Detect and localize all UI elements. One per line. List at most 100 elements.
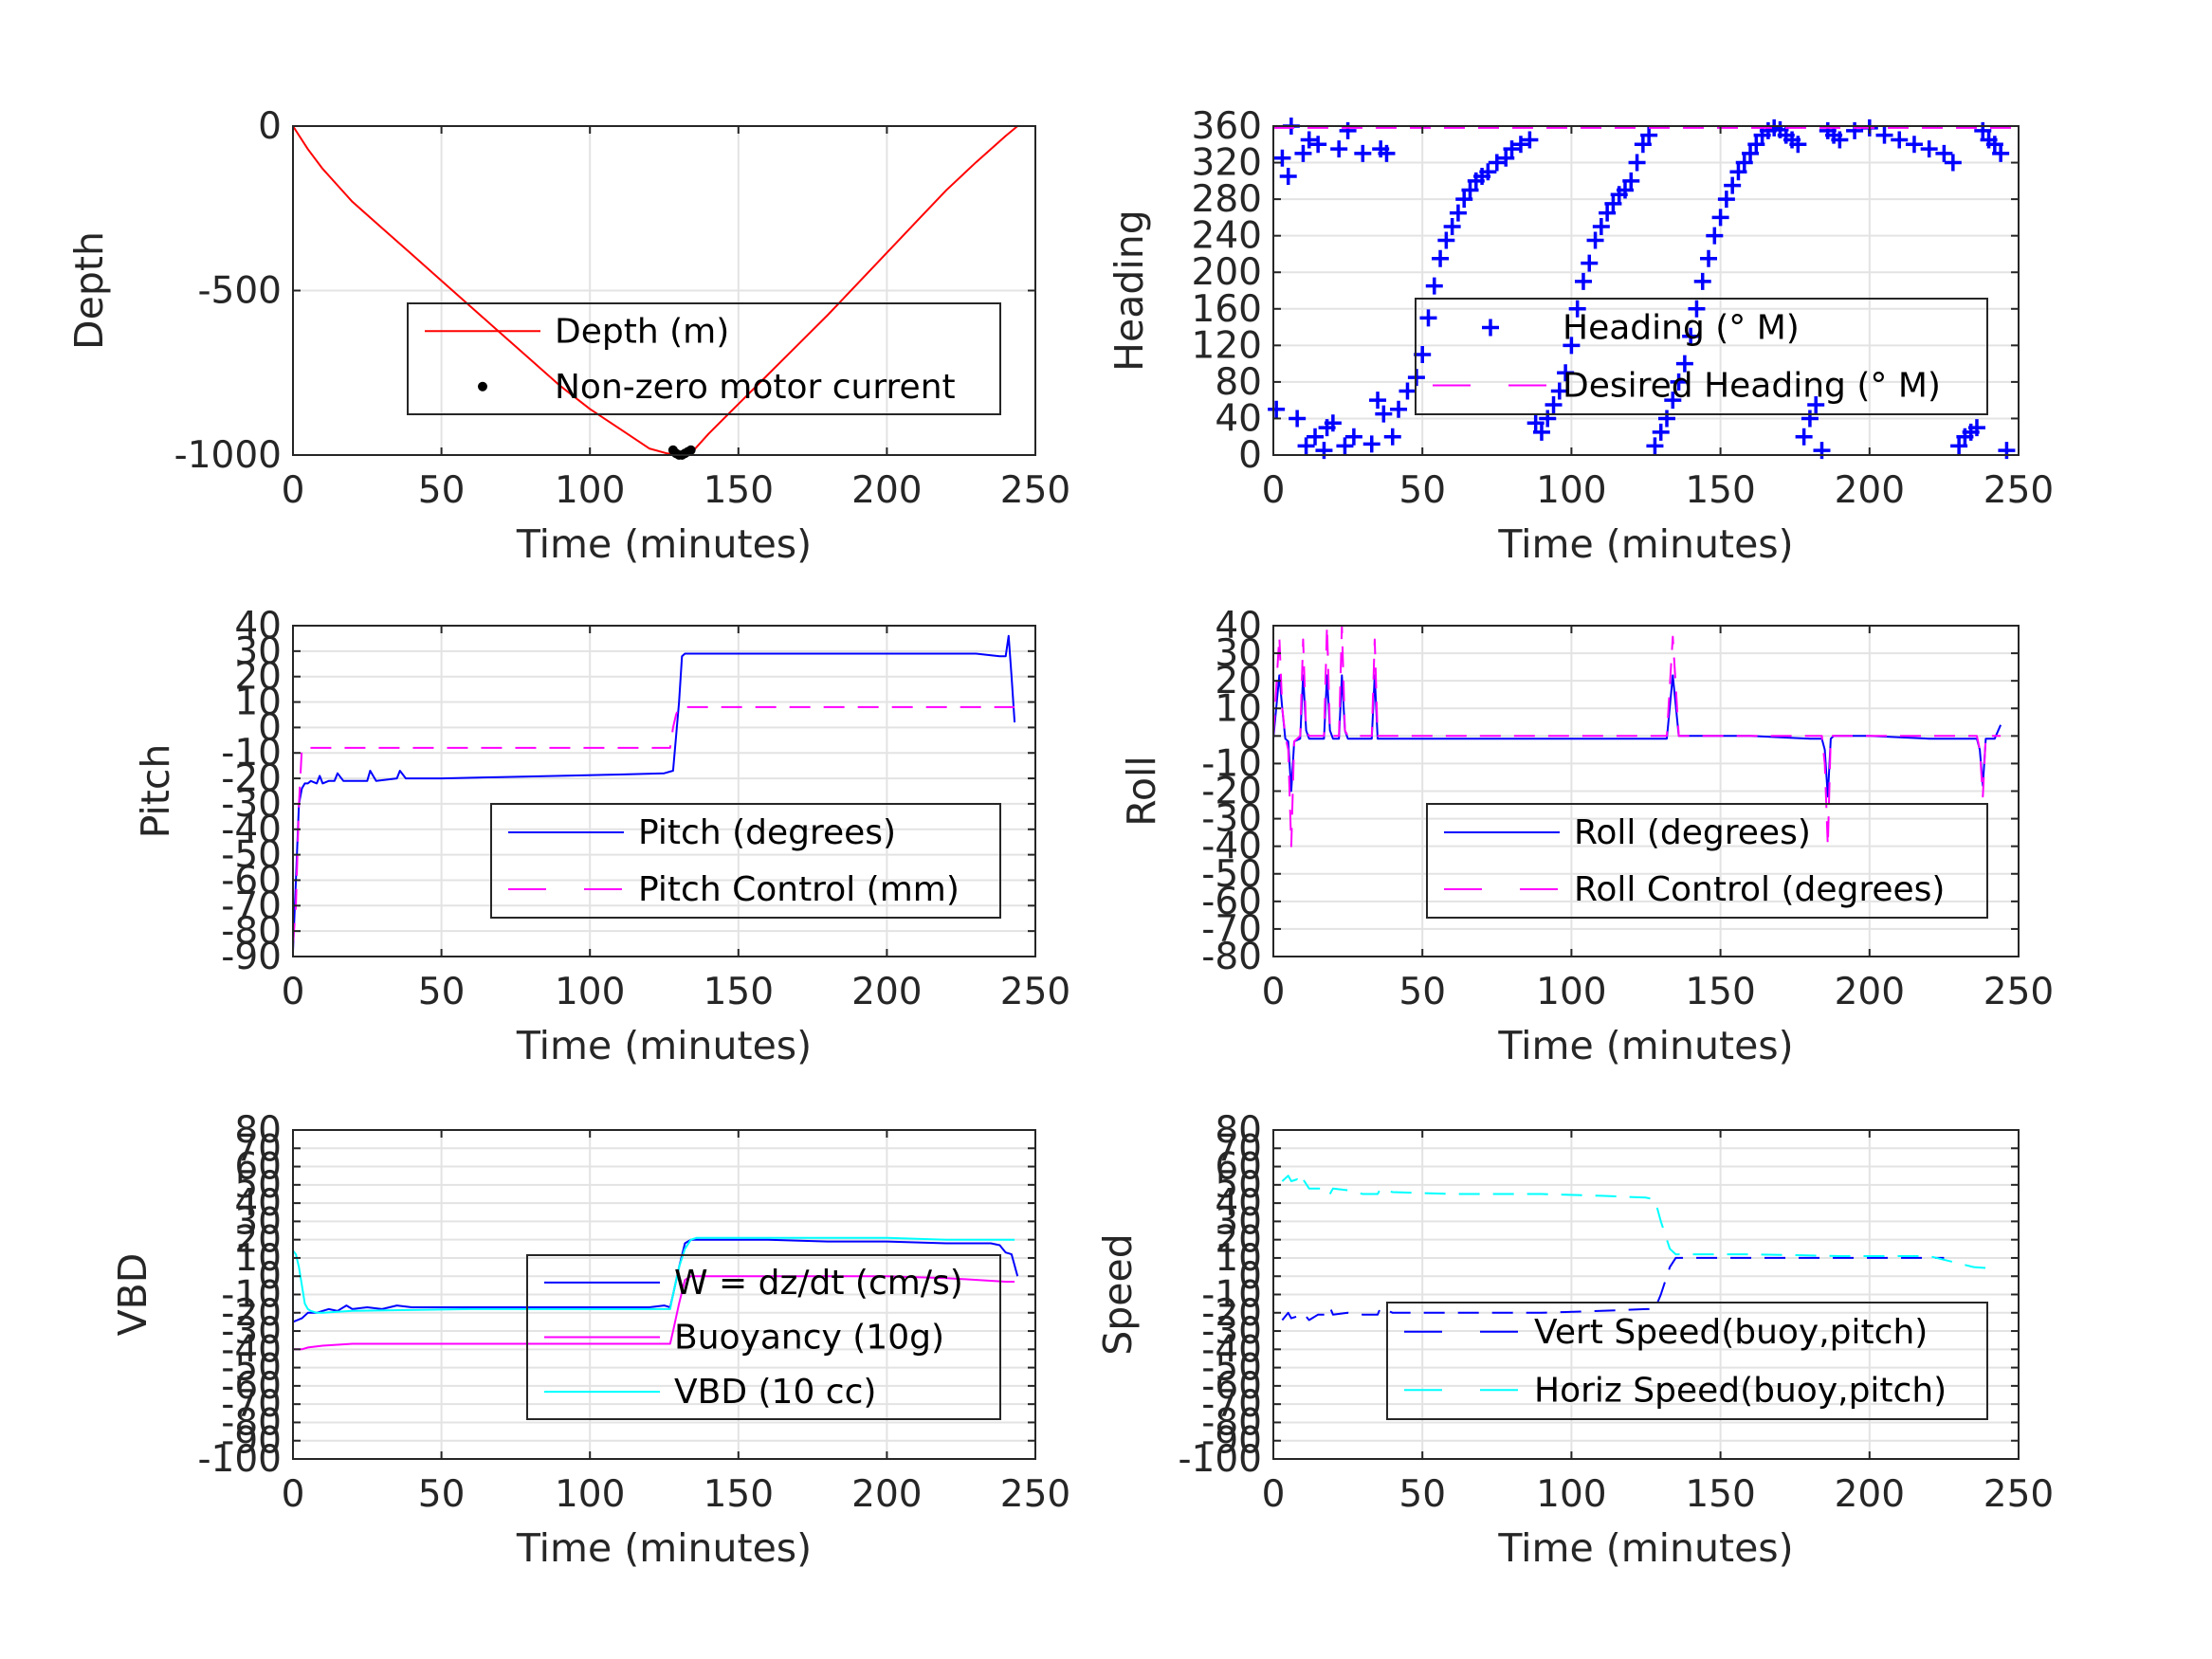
data-point-heading [1461,181,1479,199]
y-tick-label: 60 [1215,1146,1262,1189]
data-point-heading [1682,327,1700,345]
x-axis-label: Time (minutes) [516,521,812,567]
data-point-heading [1432,249,1450,267]
data-point-heading [1375,405,1393,423]
x-tick-label: 150 [704,469,774,512]
y-tick-label: -30 [221,1310,282,1353]
series-line-roll-0 [1272,674,2002,798]
y-tick-label: -100 [1178,1438,1262,1481]
data-point-heading [1574,272,1592,290]
data-point-heading [1414,345,1432,363]
series-line-vbd-0 [292,1238,1019,1323]
data-point-heading [1526,414,1545,432]
data-point-heading [1488,154,1506,172]
y-tick-label: 20 [234,656,282,699]
x-tick-label: 100 [555,469,625,512]
y-axis-label: Heading [1106,210,1152,372]
y-axis-label: VBD [110,1253,155,1337]
series-line-speed-0 [1281,1256,1945,1322]
y-tick-label: -50 [221,1347,282,1390]
data-point-heading [1735,154,1753,172]
legend-swatch [478,381,487,392]
data-point-heading [1875,126,1893,144]
y-tick-label: 40 [234,605,282,647]
data-point-heading [1307,428,1325,446]
x-tick-label: 250 [1000,469,1070,512]
data-point-heading [1563,337,1581,355]
axes-frame [1272,125,2020,456]
data-point-heading [1944,154,1962,172]
x-tick-label: 100 [1536,469,1606,512]
data-point-heading [1706,227,1724,245]
data-point-heading [1437,231,1455,249]
data-point-heading [1801,410,1819,428]
y-tick-label: -40 [221,809,282,851]
x-tick-label: 250 [1000,1473,1070,1516]
y-tick-label: 120 [1192,324,1262,367]
data-point-heading [1268,400,1286,418]
legend-label: W = dz/dt (cm/s) [674,1264,963,1303]
y-tick-label: -50 [221,834,282,877]
series-line-vbd-2 [292,1236,1015,1314]
y-tick-label: -10 [221,732,282,775]
data-point-heading [1592,218,1610,236]
series-line-depth-0 [292,125,1018,456]
y-tick-label: -80 [1201,936,1262,978]
legend-label: Pitch (degrees) [638,813,896,852]
legend-swatch [1482,319,1499,337]
y-axis-label: Depth [66,231,112,350]
data-point-heading [1521,131,1539,149]
x-tick-label: 0 [282,1473,305,1516]
x-tick-label: 0 [282,971,305,1013]
y-tick-label: 70 [1215,1127,1262,1170]
data-point-heading [1640,126,1658,144]
x-axis-label: Time (minutes) [1497,1023,1793,1068]
y-tick-label: 200 [1192,251,1262,294]
data-point-heading [1693,272,1711,290]
data-point-heading [1700,249,1718,267]
legend-label: Roll Control (degrees) [1574,870,1945,909]
x-tick-label: 250 [1000,971,1070,1013]
series-line-pitch-0 [292,634,1016,952]
legend-layer: Depth (m) Non-zero motor current Heading (… [407,298,1988,1420]
data-point-heading [1985,136,2003,154]
y-tick-label: -40 [1201,826,1262,868]
data-point-heading [1688,300,1706,318]
x-tick-label: 50 [1398,1473,1446,1516]
data-point-heading [1724,176,1742,194]
y-tick-label: 20 [234,1219,282,1262]
data-point-heading [1273,149,1291,167]
series-line-vbd-1 [293,1275,1015,1351]
data-point-heading [1747,136,1765,154]
data-point-heading [1675,355,1693,373]
data-point-heading [1289,410,1307,428]
y-tick-label: -90 [1201,1420,1262,1463]
data-point-heading [1616,181,1634,199]
y-tick-label: -70 [1201,908,1262,951]
y-tick-label: 40 [234,1182,282,1225]
data-point-heading [1652,423,1670,441]
y-tick-label: -70 [1201,1383,1262,1426]
data-point-heading [1383,428,1401,446]
y-tick-label: -70 [221,1383,282,1426]
data-point-heading [1789,136,1807,154]
data-point-heading [1354,144,1372,162]
legend-box [407,302,1001,415]
y-tick-label: 80 [1215,1109,1262,1152]
x-tick-label: 50 [418,1473,466,1516]
data-point-heading [1300,131,1318,149]
data-point-heading [1344,428,1362,446]
series-line-roll-1 [1272,625,2002,848]
x-tick-label: 200 [1835,469,1905,512]
y-tick-label: 10 [1215,1237,1262,1280]
data-point-heading [1309,136,1327,154]
data-point-heading [1950,437,1968,455]
data-point-heading [1604,194,1622,212]
legend-box [526,1254,1001,1420]
legend-label: Vert Speed(buoy,pitch) [1534,1313,1928,1352]
y-tick-label: -40 [221,1328,282,1371]
y-axis-label: Pitch [133,744,178,839]
x-tick-label: 50 [1398,971,1446,1013]
x-tick-label: 150 [1685,469,1755,512]
x-tick-label: 150 [704,971,774,1013]
